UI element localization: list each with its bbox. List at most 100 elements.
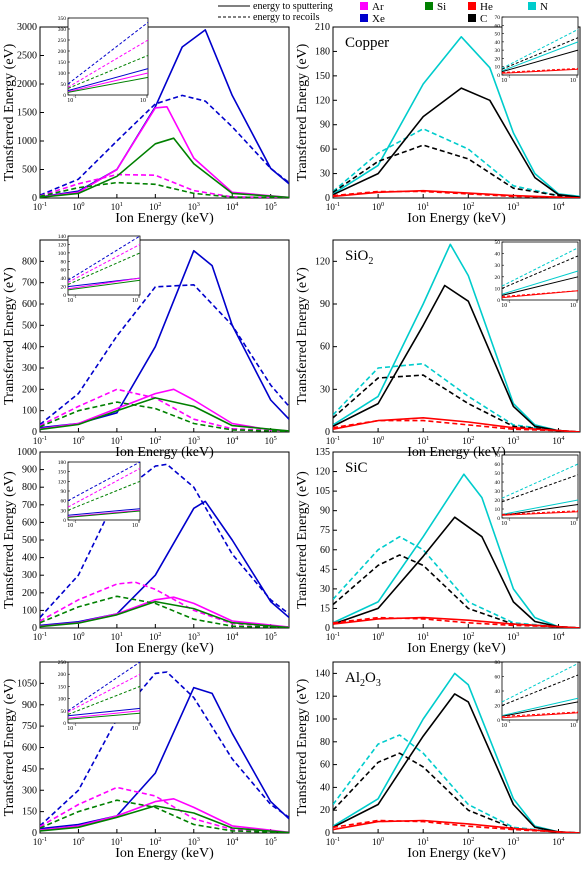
inset-y-tick-label: 80 <box>61 259 67 265</box>
panels: 10-1 100 101 102 103 104 105050010001500200025… <box>2 15 581 861</box>
x-tick-label: 101 <box>111 435 123 446</box>
inset-y-tick-label: 10 <box>495 507 501 513</box>
inset-y-tick-label: 50 <box>495 471 501 477</box>
inset-x-tick-label: 10-1 <box>501 517 511 527</box>
legend-label-ar: Ar <box>372 1 384 13</box>
chart-panel-2: 10-1 100 101 102 103 1040306090120150180210Io… <box>295 15 581 226</box>
x-axis-label: Ion Energy (keV) <box>115 211 214 226</box>
inset-y-tick-label: 150 <box>58 60 67 66</box>
inset-series-he-dashed <box>501 67 579 73</box>
series-line-c-solid <box>333 284 580 432</box>
y-tick-label: 30 <box>320 384 330 395</box>
inset-series-ar-solid <box>67 277 141 290</box>
series-line-si-dashed <box>40 401 289 432</box>
inset-frame <box>501 661 579 721</box>
x-tick-label: 100 <box>372 201 384 212</box>
legend-label-n: N <box>540 1 548 13</box>
inset-series-xe-dashed <box>67 235 141 281</box>
y-tick-label: 120 <box>315 95 330 106</box>
x-tick-label: 101 <box>111 201 123 212</box>
x-tick-label: 101 <box>111 631 123 642</box>
series-line-xe-dashed <box>40 284 289 426</box>
series-line-xe-solid <box>40 686 289 830</box>
x-axis-label: Ion Energy (keV) <box>115 641 214 656</box>
x-tick-label: 101 <box>111 836 123 847</box>
inset-y-tick-label: 60 <box>495 462 501 468</box>
inset-y-tick-label: 140 <box>58 234 67 240</box>
y-tick-label: 80 <box>320 737 330 748</box>
x-tick-label: 103 <box>188 836 200 847</box>
inset-x-tick-label: 10-1 <box>67 94 77 104</box>
inset-series-n-dashed <box>501 663 579 703</box>
y-tick-label: 20 <box>320 805 330 816</box>
y-tick-label: 2000 <box>17 79 37 90</box>
x-tick-label: 102 <box>149 435 161 446</box>
inset-series-si-dashed <box>67 480 141 511</box>
y-tick-label: 0 <box>32 828 37 839</box>
y-tick-label: 120 <box>315 691 330 702</box>
y-tick-label: 0 <box>325 427 330 438</box>
y-tick-label: 105 <box>315 486 330 497</box>
y-tick-label: 450 <box>22 764 37 775</box>
y-tick-label: 600 <box>22 299 37 310</box>
inset-x-tick-label: 100 <box>570 74 578 84</box>
x-tick-label: 105 <box>265 435 277 446</box>
inset-x-tick-label: 10-1 <box>67 722 77 732</box>
inset-plot: 0 10 20 30 40 50 10-1 100 <box>495 240 579 309</box>
inset-series-ar-dashed <box>67 467 141 508</box>
y-tick-label: 600 <box>22 743 37 754</box>
x-tick-label: 105 <box>265 201 277 212</box>
x-tick-label: 104 <box>552 836 565 847</box>
x-tick-label: 100 <box>72 836 84 847</box>
inset-plot: 0 20 40 60 80 10-1 100 <box>495 660 579 729</box>
inset-y-tick-label: 40 <box>495 252 501 258</box>
x-tick-label: 104 <box>226 435 239 446</box>
inset-y-tick-label: 0 <box>63 293 66 299</box>
series-group <box>333 36 580 198</box>
x-axis-label: Ion Energy (keV) <box>115 846 214 861</box>
y-tick-label: 400 <box>22 342 37 353</box>
y-axis-label: Transferred Energy (eV) <box>2 471 17 609</box>
inset-y-tick-label: 50 <box>495 240 501 246</box>
series-line-si-dashed <box>40 799 289 833</box>
x-tick-label: 103 <box>507 631 519 642</box>
series-line-he-dashed <box>333 616 580 628</box>
y-axis-label: Transferred Energy (eV) <box>295 43 310 181</box>
inset-series-n-solid <box>501 41 579 72</box>
y-tick-label: 60 <box>320 342 330 353</box>
inset-series-ar-solid <box>67 509 141 518</box>
y-axis-label: Transferred Energy (eV) <box>2 267 17 405</box>
inset-y-tick-label: 180 <box>58 460 67 466</box>
inset-series-he-dashed <box>501 711 579 717</box>
series-line-si-dashed <box>40 181 289 198</box>
chart-panel-3: 10-1 100 101 102 103 104 105010020030040050060… <box>2 234 290 460</box>
inset-plot: 0 10 20 30 40 50 60 70 10-1 100 <box>495 15 579 84</box>
y-tick-label: 900 <box>22 465 37 476</box>
x-tick-label: 101 <box>417 631 429 642</box>
inset-y-tick-label: 200 <box>58 49 67 55</box>
x-tick-label: 103 <box>188 435 200 446</box>
inset-y-tick-label: 10 <box>495 286 501 292</box>
inset-series-ar-solid <box>67 710 141 719</box>
x-tick-label: 101 <box>417 836 429 847</box>
y-tick-label: 300 <box>22 363 37 374</box>
y-tick-label: 500 <box>22 320 37 331</box>
y-tick-label: 90 <box>320 299 330 310</box>
x-tick-label: 100 <box>372 435 384 446</box>
x-tick-label: 100 <box>72 435 84 446</box>
series-line-n-solid <box>333 473 580 628</box>
inset-series-ar-dashed <box>67 39 149 88</box>
inset-x-tick-label: 100 <box>132 722 140 732</box>
x-tick-label: 103 <box>507 836 519 847</box>
y-tick-label: 100 <box>315 714 330 725</box>
inset-series-c-dashed <box>501 474 579 503</box>
x-tick-label: 10-1 <box>33 631 47 642</box>
inset-series-si-dashed <box>67 685 141 715</box>
inset-y-tick-label: 100 <box>58 71 67 77</box>
x-tick-label: 10-1 <box>33 435 47 446</box>
inset-series-n-dashed <box>501 247 579 287</box>
inset-y-tick-label: 120 <box>58 479 67 485</box>
x-tick-label: 101 <box>417 201 429 212</box>
series-group <box>40 249 289 432</box>
